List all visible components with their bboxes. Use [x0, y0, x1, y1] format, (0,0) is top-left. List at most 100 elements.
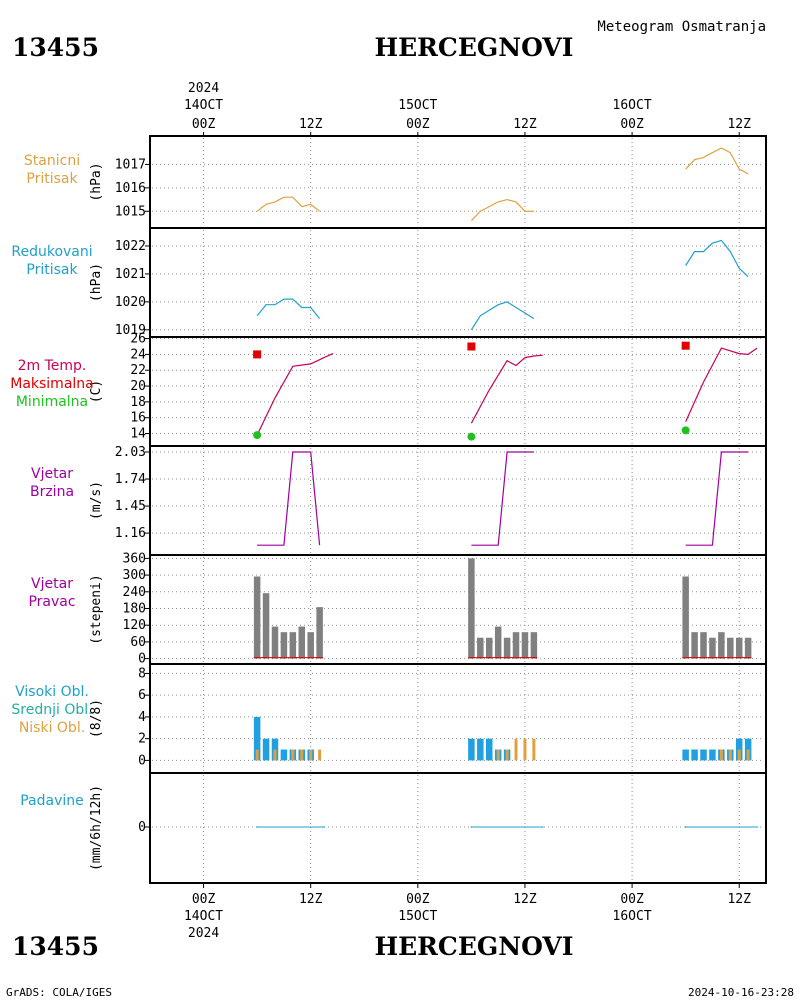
- y-tick-label: 0: [138, 820, 146, 835]
- direction-bar: [727, 637, 734, 659]
- cloud-low-bar: [505, 749, 509, 761]
- bottom-hour-label: 00Z: [192, 892, 216, 907]
- y-axis-label: (8/8): [89, 699, 104, 738]
- panel-label: Maksimalna: [10, 376, 94, 392]
- cloud-high-bar: [253, 716, 261, 761]
- top-hour-label: 12Z: [727, 117, 751, 132]
- bottom-day-label: 14OCT: [184, 909, 223, 924]
- y-tick-label: 1017: [115, 157, 146, 172]
- y-tick-label: 120: [123, 618, 146, 633]
- panel-frame: [149, 135, 767, 229]
- y-tick-label: 26: [130, 332, 146, 347]
- cloud-low-bar: [300, 749, 304, 761]
- cloud-high-bar: [280, 749, 288, 761]
- y-axis-label: (C): [89, 380, 104, 403]
- top-day-label: 14OCT: [184, 98, 223, 113]
- cloud-high-bar: [691, 749, 698, 761]
- y-tick-label: 0: [138, 753, 146, 768]
- y-axis-label: (hPa): [89, 263, 104, 302]
- y-tick-label: 20: [130, 379, 146, 394]
- panels: 1015 1016 1017 (hPa) Stanicni Pritisak 1019 102…: [10, 135, 767, 884]
- top-year-label: 2024: [188, 81, 219, 96]
- direction-bar: [691, 632, 698, 659]
- direction-bar: [521, 632, 529, 659]
- direction-bar: [503, 637, 511, 659]
- y-tick-label: 1.74: [115, 472, 146, 487]
- y-tick-label: 24: [130, 347, 146, 362]
- cloud-low-bar: [514, 738, 518, 761]
- panel-label: Srednji Obl.: [11, 702, 92, 718]
- y-tick-label: 14: [130, 427, 146, 442]
- tmin-marker: [467, 432, 476, 441]
- panel-frame: [149, 336, 767, 447]
- y-axis-label: (mm/6h/12h): [89, 785, 104, 871]
- panel-label: 2m Temp.: [18, 358, 87, 374]
- bottom-hour-label: 12Z: [727, 892, 751, 907]
- y-tick-label: 0: [138, 652, 146, 667]
- direction-bar: [298, 626, 306, 659]
- top-hour-label: 12Z: [299, 117, 323, 132]
- cloud-low-bar: [523, 738, 527, 761]
- tmax-marker: [253, 350, 262, 359]
- series-line: [470, 198, 534, 222]
- series-line: [685, 239, 749, 278]
- cloud-high-bar: [682, 749, 689, 761]
- cloud-low-bar: [737, 749, 741, 761]
- panel-label: Stanicni: [24, 153, 80, 169]
- series-line: [470, 354, 543, 424]
- series-line: [256, 196, 320, 212]
- panel-label: Redukovani: [11, 244, 92, 260]
- panel-label: Pritisak: [26, 171, 78, 187]
- cloud-low-bar: [746, 749, 750, 761]
- y-tick-label: 300: [123, 568, 146, 583]
- direction-bar: [512, 632, 520, 659]
- direction-bar: [718, 632, 725, 659]
- time-axis: 2024 14OCT 00Z 12Z 15OCT 00Z 12Z 16OCT 00Z 12Z 00Z…: [184, 81, 751, 941]
- y-tick-label: 360: [123, 551, 146, 566]
- direction-bar: [477, 637, 484, 659]
- bottom-day-label: 15OCT: [398, 909, 437, 924]
- series-line: [685, 347, 758, 422]
- top-hour-label: 12Z: [513, 117, 537, 132]
- y-axis-label: (stepeni): [89, 574, 104, 644]
- series-line: [470, 301, 535, 331]
- series-line: [685, 147, 749, 175]
- y-tick-label: 16: [130, 411, 146, 426]
- panel-frame: [149, 227, 767, 338]
- y-tick-label: 60: [130, 635, 146, 650]
- meteogram-subtitle: Meteogram Osmatranja: [597, 19, 766, 35]
- series-line: [257, 451, 321, 546]
- panel-label: Minimalna: [16, 394, 88, 410]
- bottom-hour-label: 12Z: [513, 892, 537, 907]
- bottom-day-label: 16OCT: [613, 909, 652, 924]
- y-tick-label: 1022: [115, 239, 146, 254]
- data-point: [256, 826, 258, 828]
- y-tick-label: 1.16: [115, 526, 146, 541]
- data-point: [470, 826, 473, 828]
- cloud-low-bar: [309, 749, 313, 761]
- direction-bar: [280, 632, 288, 659]
- series-line: [685, 451, 749, 546]
- panel-frame: [149, 663, 767, 774]
- direction-bar: [494, 626, 502, 659]
- y-axis-label: (m/s): [89, 481, 104, 520]
- direction-bar: [744, 637, 752, 659]
- tmax-marker: [681, 341, 690, 350]
- cloud-high-bar: [709, 749, 716, 761]
- y-tick-label: 4: [138, 710, 146, 725]
- footer-credit: GrADS: COLA/IGES: [6, 986, 112, 999]
- tmin-marker: [253, 431, 262, 440]
- cloud-low-bar: [273, 749, 277, 761]
- cloud-low-bar: [255, 749, 259, 761]
- cloud-low-bar: [719, 749, 723, 761]
- y-axis-label: (hPa): [89, 162, 104, 201]
- y-tick-label: 180: [123, 602, 146, 617]
- y-tick-label: 1021: [115, 267, 146, 282]
- station-name-bottom: HERCEGNOVI: [374, 932, 573, 961]
- top-day-label: 15OCT: [398, 98, 437, 113]
- panel-frame: [149, 554, 767, 665]
